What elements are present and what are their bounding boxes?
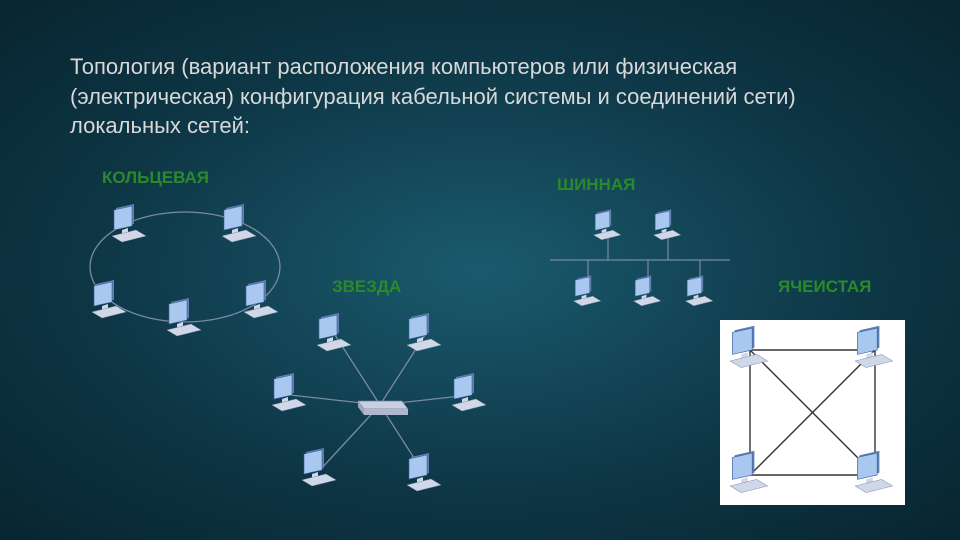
mesh-label: ЯЧЕИСТАЯ: [778, 277, 871, 297]
star-topology-diagram: [260, 305, 500, 505]
mesh-topology-diagram: [720, 320, 905, 505]
star-label: ЗВЕЗДА: [332, 277, 401, 297]
bus-label: ШИННАЯ: [557, 175, 635, 195]
slide-title: Топология (вариант расположения компьюте…: [70, 52, 900, 141]
bus-topology-diagram: [540, 205, 740, 315]
ring-label: КОЛЬЦЕВАЯ: [102, 168, 209, 188]
